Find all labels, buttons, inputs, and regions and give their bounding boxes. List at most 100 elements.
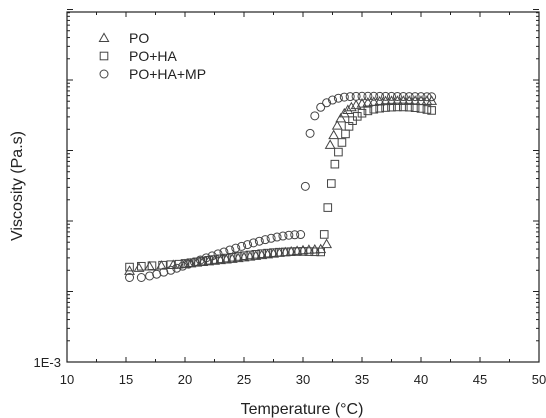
data-point: [338, 107, 350, 118]
data-point: [290, 230, 300, 240]
data-point: [341, 129, 350, 139]
data-point: [316, 102, 326, 112]
legend: PO PO+HA PO+HA+MP: [98, 30, 206, 82]
data-point: [243, 240, 253, 250]
data-point: [331, 120, 343, 130]
data-point: [300, 181, 310, 191]
data-point: [327, 179, 336, 188]
series-po-ha-mp: [125, 91, 437, 282]
data-point: [362, 96, 374, 107]
data-point: [363, 106, 373, 116]
data-point: [380, 95, 392, 106]
data-point: [335, 112, 347, 123]
data-point: [278, 231, 288, 241]
data-point: [136, 272, 146, 282]
data-point: [393, 102, 402, 112]
data-point: [305, 128, 315, 138]
data-point: [186, 258, 196, 268]
data-point: [159, 267, 169, 277]
data-point: [266, 233, 276, 243]
x-axis-label: Temperature (°C): [241, 401, 364, 418]
data-point: [184, 259, 194, 269]
data-point: [328, 95, 337, 105]
data-point: [201, 253, 211, 263]
data-point: [166, 265, 176, 275]
data-point: [144, 260, 156, 271]
data-point: [269, 248, 278, 257]
data-point: [213, 249, 223, 259]
data-point: [328, 129, 340, 140]
data-point: [125, 272, 135, 282]
data-point: [386, 95, 397, 105]
data-point: [348, 116, 357, 125]
data-point: [137, 261, 146, 271]
data-point: [296, 230, 306, 240]
data-point: [248, 238, 258, 248]
data-point: [233, 252, 243, 261]
data-point: [381, 91, 391, 101]
y-tick-label: 1E-3: [34, 355, 61, 370]
x-tick-label: 35: [355, 372, 369, 387]
data-point: [245, 250, 255, 260]
data-point: [391, 95, 403, 105]
data-point: [422, 105, 432, 114]
x-tick-label: 15: [119, 372, 133, 387]
data-point: [275, 247, 284, 257]
plot-frame: [66, 11, 540, 363]
data-point: [345, 101, 357, 112]
data-point: [216, 254, 225, 264]
data-point: [178, 261, 188, 271]
data-point: [399, 102, 408, 112]
data-point: [410, 92, 420, 102]
x-tick-label: 50: [532, 372, 546, 387]
data-point: [298, 247, 308, 256]
data-point: [381, 103, 390, 112]
y-axis-label: Viscosity (Pa.s): [9, 131, 26, 241]
data-point: [316, 247, 325, 257]
x-tick-label: 30: [296, 372, 310, 387]
data-point: [330, 159, 340, 169]
data-point: [392, 91, 402, 101]
data-point: [342, 104, 354, 114]
data-point: [374, 95, 386, 106]
legend-label: PO+HA: [129, 48, 178, 64]
data-point: [375, 103, 384, 113]
x-tick-label: 40: [414, 372, 428, 387]
data-point: [357, 108, 367, 118]
data-point: [304, 247, 314, 256]
data-point: [351, 91, 361, 101]
data-point: [356, 98, 368, 108]
data-point: [263, 248, 272, 258]
data-point: [125, 262, 134, 272]
data-point: [352, 112, 362, 121]
data-point: [286, 247, 296, 256]
data-point: [322, 98, 332, 108]
data-point: [172, 263, 182, 273]
x-tick-label: 25: [237, 372, 251, 387]
plot-area-border: [66, 11, 540, 363]
data-point: [427, 92, 437, 102]
data-point: [357, 91, 367, 101]
data-point: [333, 93, 343, 103]
data-point: [260, 235, 270, 245]
data-point: [158, 260, 167, 270]
data-point: [422, 92, 432, 102]
y-axis-ticks: 1E-3: [34, 9, 539, 370]
legend-marker: [98, 32, 110, 42]
data-point: [345, 92, 355, 102]
data-point: [319, 230, 329, 239]
data-point: [207, 251, 217, 261]
data-point: [339, 92, 349, 102]
data-point: [133, 262, 145, 272]
data-point: [369, 104, 379, 114]
data-point: [387, 102, 396, 112]
data-point: [398, 92, 408, 102]
data-point: [225, 245, 235, 255]
data-point: [363, 91, 373, 101]
data-point: [222, 253, 231, 263]
data-point: [237, 241, 247, 251]
data-point: [124, 265, 136, 275]
data-point: [387, 91, 396, 101]
x-axis-ticks: 10 15 20 25 30 35 40 45 50: [60, 12, 546, 387]
data-point: [251, 250, 261, 259]
